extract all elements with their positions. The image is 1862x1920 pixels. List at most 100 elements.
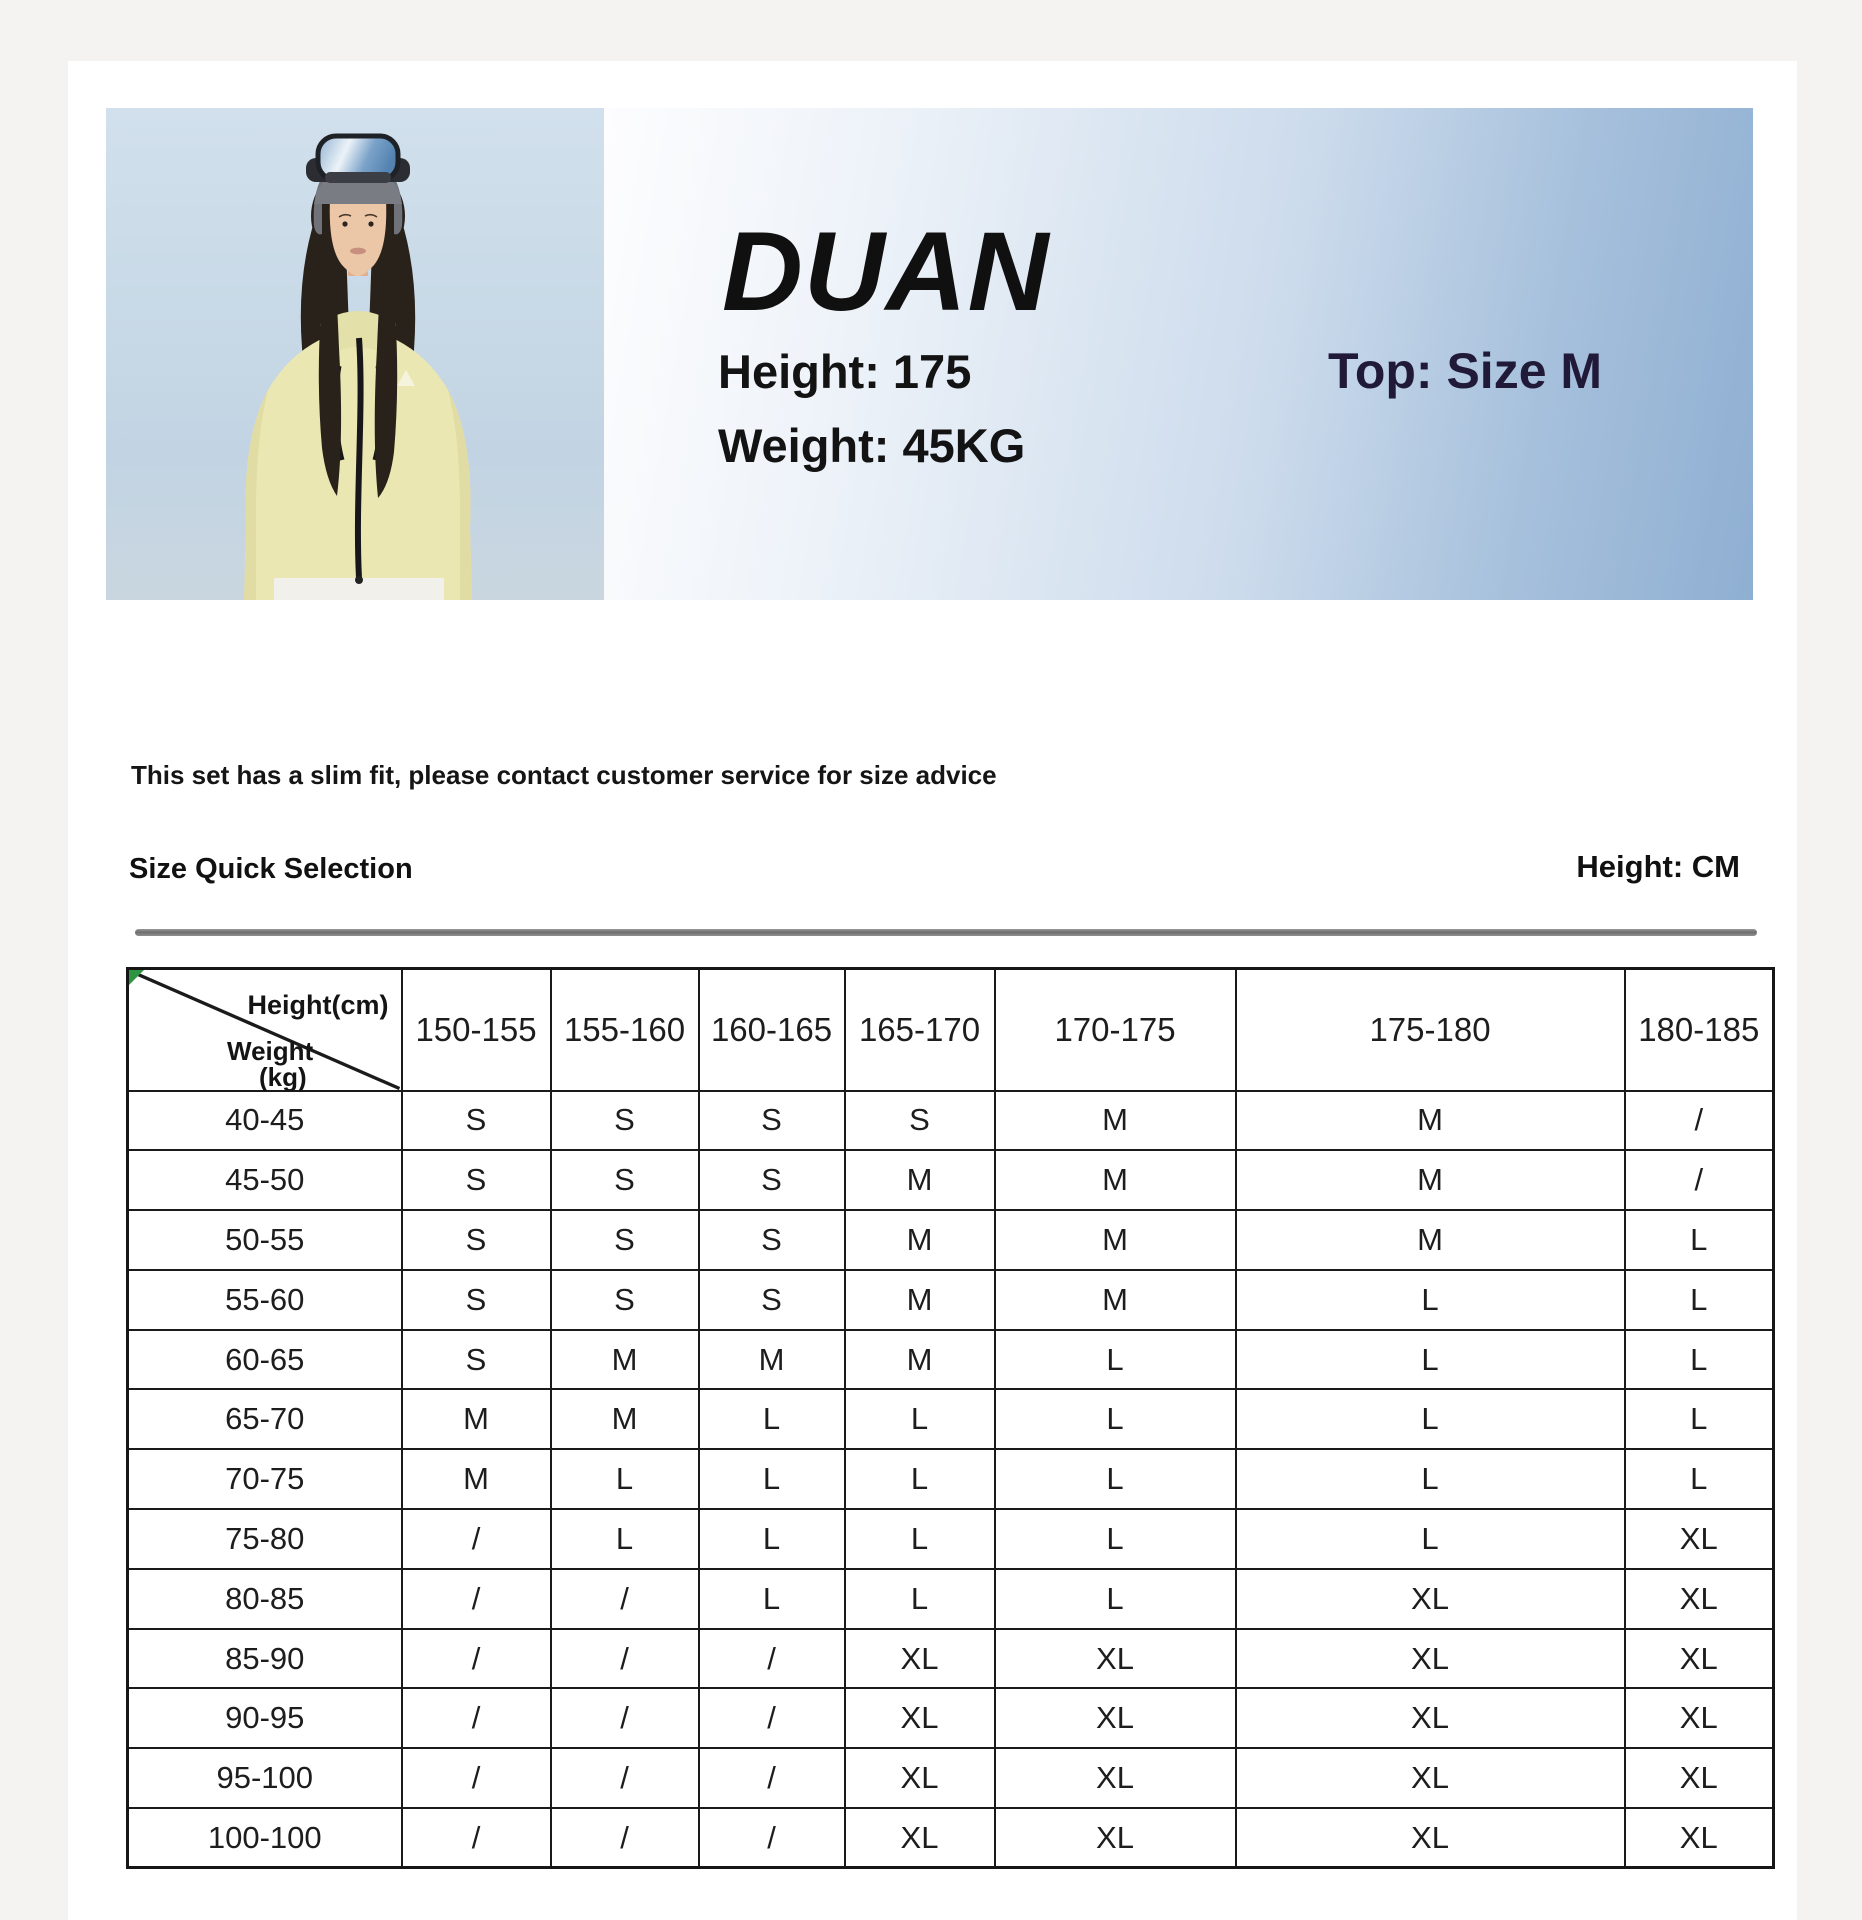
weight-row-label: 55-60 xyxy=(126,1268,403,1331)
banner-info-panel: DUAN Height: 175 Weight: 45KG Top: Size … xyxy=(604,108,1753,600)
size-cell: L xyxy=(1623,1209,1775,1271)
size-cell: / xyxy=(697,1627,846,1690)
size-cell: XL xyxy=(1234,1627,1626,1690)
size-cell: / xyxy=(549,1627,700,1690)
product-banner: DUAN Height: 175 Weight: 45KG Top: Size … xyxy=(106,108,1753,600)
size-cell: / xyxy=(400,1747,552,1810)
height-range-header: 155-160 xyxy=(549,967,700,1092)
table-row: 95-100// / XL XL XL XL xyxy=(126,1747,1775,1810)
table-row: 40-45 S S S S M M / xyxy=(126,1089,1775,1152)
weight-row-label: 70-75 xyxy=(126,1448,403,1511)
weight-row-label: 50-55 xyxy=(126,1209,403,1271)
size-cell: L xyxy=(1623,1328,1775,1391)
size-cell: S xyxy=(400,1149,552,1212)
size-cell: L xyxy=(1234,1328,1626,1391)
header-row: Height(cm) Weight (kg) 150-155 155-160 160… xyxy=(126,967,1775,1092)
size-cell: L xyxy=(549,1508,700,1570)
size-cell: / xyxy=(1623,1089,1775,1152)
size-table: Height(cm) Weight (kg) 150-155 155-160 160… xyxy=(126,967,1775,1870)
pants xyxy=(274,578,444,600)
size-cell: S xyxy=(697,1089,846,1152)
size-cell: L xyxy=(1234,1508,1626,1570)
size-cell: XL xyxy=(843,1747,996,1810)
size-cell: L xyxy=(1234,1268,1626,1331)
height-unit-label: Height: CM xyxy=(1576,849,1740,884)
size-cell: M xyxy=(993,1268,1237,1331)
size-cell: L xyxy=(843,1448,996,1511)
size-cell: M xyxy=(1234,1149,1626,1212)
size-cell: M xyxy=(549,1328,700,1391)
size-cell: / xyxy=(400,1567,552,1630)
size-cell: M xyxy=(697,1328,846,1391)
size-cell: L xyxy=(1234,1388,1626,1451)
size-cell: L xyxy=(993,1328,1237,1391)
size-cell: XL xyxy=(993,1747,1237,1810)
size-cell: M xyxy=(549,1388,700,1451)
model-height-stat: Height: 175 xyxy=(718,345,972,398)
size-cell: XL xyxy=(843,1687,996,1750)
size-cell: L xyxy=(697,1567,846,1630)
size-cell: S xyxy=(400,1328,552,1391)
size-cell: XL xyxy=(993,1627,1237,1690)
size-cell: M xyxy=(993,1089,1237,1152)
size-cell: XL xyxy=(1623,1567,1775,1630)
front-hair xyxy=(318,258,398,498)
table-body: 40-45 S S S S M M/45-50 S S S M M M/50-55 S S S M M M L 55-6… xyxy=(126,1089,1775,1869)
size-cell: M xyxy=(1234,1089,1626,1152)
size-cell: L xyxy=(697,1508,846,1570)
size-cell: S xyxy=(549,1209,700,1271)
size-cell: S xyxy=(843,1089,996,1152)
model-name-title: DUAN xyxy=(722,209,1050,334)
size-cell: L xyxy=(1623,1388,1775,1451)
size-cell: XL xyxy=(1623,1807,1775,1869)
size-cell: / xyxy=(697,1807,846,1869)
size-cell: S xyxy=(697,1149,846,1212)
size-cell: M xyxy=(843,1149,996,1212)
table-row: 70-75 M L L L L L L xyxy=(126,1448,1775,1511)
table-row: 60-65 S M M M L L L xyxy=(126,1328,1775,1391)
height-range-header: 175-180 xyxy=(1234,967,1626,1092)
goggles xyxy=(306,133,410,183)
size-cell: S xyxy=(549,1149,700,1212)
size-cell: / xyxy=(549,1747,700,1810)
size-cell: L xyxy=(1234,1448,1626,1511)
height-range-header: 160-165 xyxy=(697,967,846,1092)
height-range-header: 170-175 xyxy=(993,967,1237,1092)
height-range-header: 180-185 xyxy=(1623,967,1775,1092)
size-cell: XL xyxy=(1623,1627,1775,1690)
size-cell: / xyxy=(400,1807,552,1869)
table-row: 75-80/L L L L L XL xyxy=(126,1508,1775,1570)
table-row: 55-60 S S S M M L L xyxy=(126,1268,1775,1331)
size-cell: L xyxy=(1623,1448,1775,1511)
size-cell: S xyxy=(400,1089,552,1152)
size-cell: M xyxy=(400,1448,552,1511)
size-cell: L xyxy=(843,1388,996,1451)
size-cell: / xyxy=(1623,1149,1775,1212)
size-cell: XL xyxy=(843,1807,996,1869)
size-cell: S xyxy=(549,1089,700,1152)
divider-line xyxy=(135,929,1757,936)
size-cell: / xyxy=(400,1508,552,1570)
size-cell: M xyxy=(843,1268,996,1331)
size-cell: S xyxy=(400,1209,552,1271)
size-cell: L xyxy=(993,1567,1237,1630)
size-cell: / xyxy=(697,1747,846,1810)
size-cell: M xyxy=(843,1209,996,1271)
size-cell: XL xyxy=(1234,1747,1626,1810)
size-cell: XL xyxy=(1623,1747,1775,1810)
size-cell: XL xyxy=(1234,1567,1626,1630)
model-weight-stat: Weight: 45KG xyxy=(718,419,1026,472)
size-cell: L xyxy=(697,1448,846,1511)
size-cell: / xyxy=(549,1687,700,1750)
size-cell: / xyxy=(697,1687,846,1750)
size-cell: S xyxy=(697,1268,846,1331)
size-cell: / xyxy=(400,1627,552,1690)
size-cell: L xyxy=(993,1508,1237,1570)
size-cell: M xyxy=(993,1149,1237,1212)
weight-row-label: 45-50 xyxy=(126,1149,403,1212)
size-cell: / xyxy=(549,1567,700,1630)
weight-row-label: 65-70 xyxy=(126,1388,403,1451)
table-row: 90-95// / XL XL XL XL xyxy=(126,1687,1775,1750)
fit-note: This set has a slim fit, please contact … xyxy=(131,760,997,790)
weight-row-label: 90-95 xyxy=(126,1687,403,1750)
